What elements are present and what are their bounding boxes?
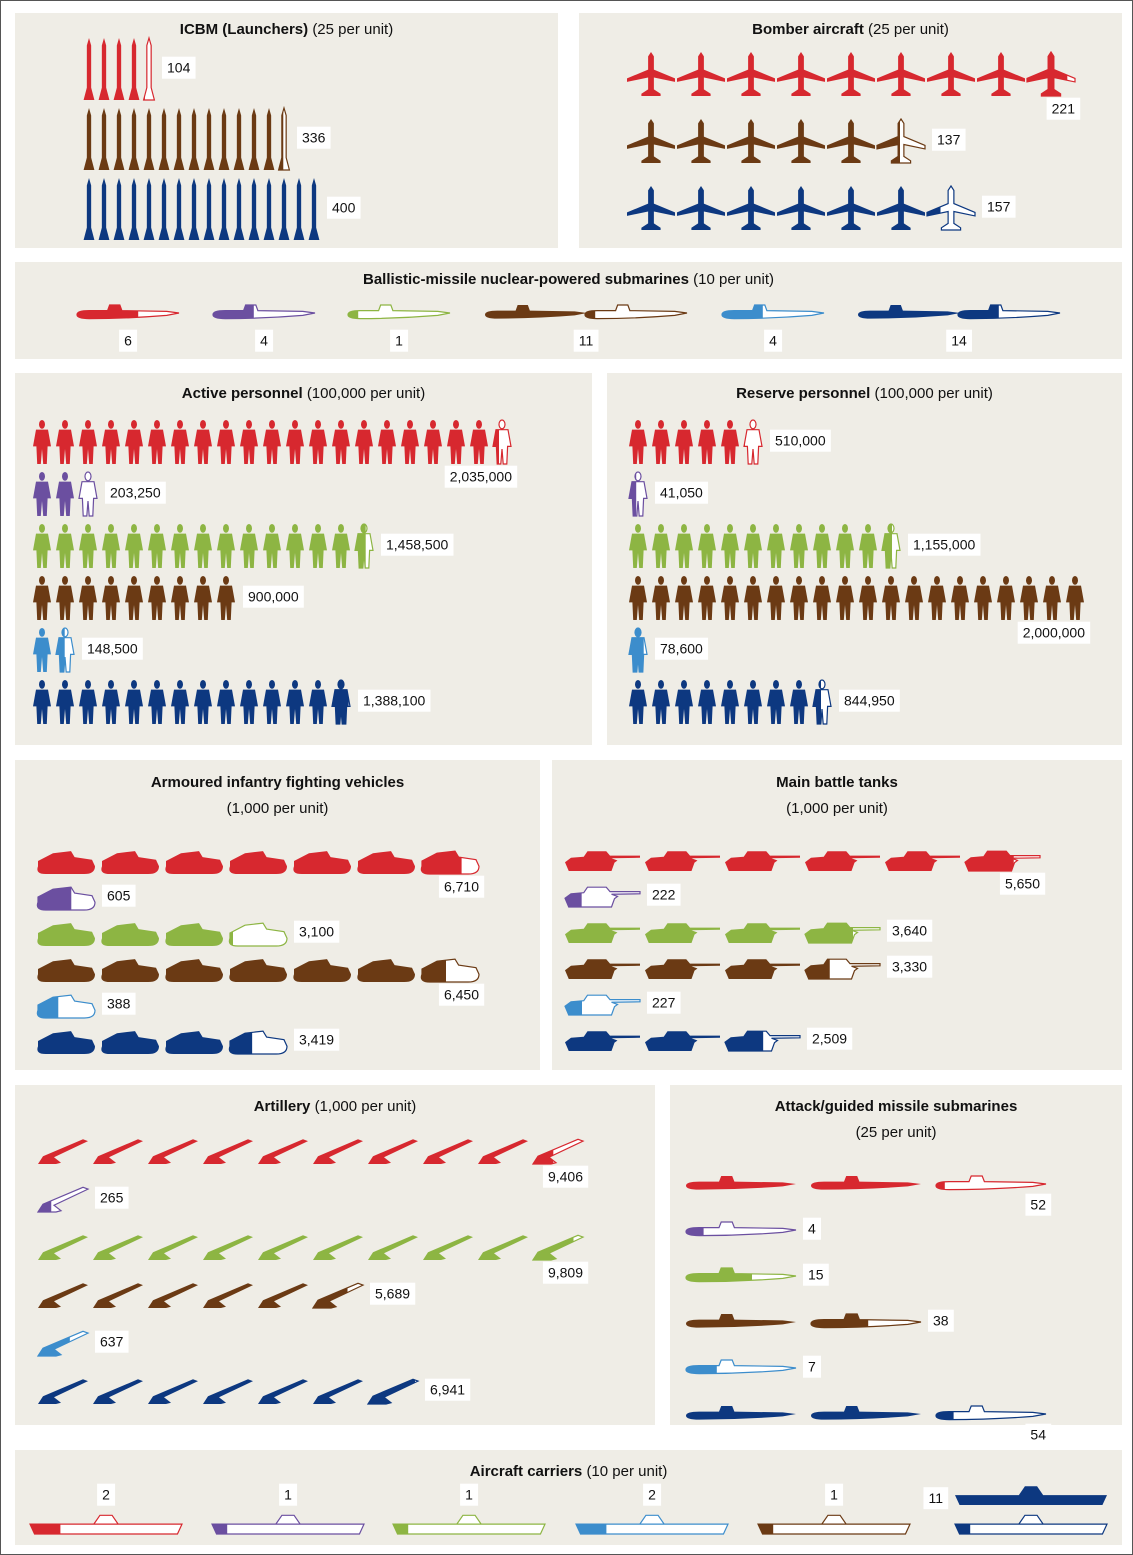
value-label: 6 (124, 333, 132, 349)
title-main: Active personnel (182, 385, 303, 402)
value-label: 1 (465, 1487, 473, 1503)
value-label: 1,155,000 (913, 537, 975, 553)
value-label: 3,330 (892, 959, 927, 975)
title-unit: (10 per unit) (586, 1463, 667, 1480)
title-main: Bomber aircraft (752, 21, 864, 38)
value-label: 227 (652, 995, 676, 1011)
value-label: 6,710 (444, 879, 479, 895)
title-main: ICBM (Launchers) (180, 21, 308, 38)
value-label: 2 (102, 1487, 110, 1503)
value-label: 4 (769, 333, 777, 349)
value-label: 2 (648, 1487, 656, 1503)
value-label: 844,950 (844, 693, 895, 709)
value-label: 388 (107, 996, 131, 1012)
panel-title: Attack/guided missile submarines (775, 1098, 1018, 1115)
title-unit: (10 per unit) (693, 271, 774, 288)
page: ICBM (Launchers) (25 per unit) 104 336 400 B… (0, 0, 1133, 1555)
value-label: 11 (928, 1490, 943, 1506)
value-label: 336 (302, 130, 326, 146)
value-label: 11 (579, 333, 594, 349)
panel-title: Armoured infantry fighting vehicles (151, 774, 404, 791)
value-label: 400 (332, 200, 356, 216)
title-main: Artillery (254, 1098, 311, 1115)
value-label: 52 (1030, 1197, 1046, 1213)
panel-subtitle: (1,000 per unit) (227, 800, 329, 817)
value-label: 38 (933, 1313, 949, 1329)
title-unit: (1,000 per unit) (315, 1098, 417, 1115)
value-label: 14 (951, 333, 967, 349)
value-label: 148,500 (87, 641, 138, 657)
title-unit: (100,000 per unit) (874, 385, 992, 402)
value-label: 4 (260, 333, 268, 349)
value-label: 7 (808, 1359, 816, 1375)
title-main: Ballistic-missile nuclear-powered submar… (363, 271, 689, 288)
value-label: 203,250 (110, 485, 161, 501)
title-main: Aircraft carriers (470, 1463, 583, 1480)
value-label: 54 (1030, 1427, 1046, 1443)
pictogram-row (565, 1031, 800, 1051)
panel-title: Active personnel (100,000 per unit) (182, 385, 425, 402)
panel-title: Main battle tanks (776, 774, 898, 791)
value-label: 9,809 (548, 1265, 583, 1281)
value-label: 221 (1052, 101, 1076, 117)
value-label: 4 (808, 1221, 816, 1237)
value-label: 6,941 (430, 1382, 465, 1398)
panel-title: Bomber aircraft (25 per unit) (752, 21, 949, 38)
title-unit: (100,000 per unit) (307, 385, 425, 402)
value-label: 104 (167, 60, 191, 76)
value-label: 137 (937, 132, 961, 148)
value-label: 157 (987, 199, 1011, 215)
infographic: ICBM (Launchers) (25 per unit) 104 336 400 B… (0, 0, 1133, 1555)
panel-title: Reserve personnel (100,000 per unit) (736, 385, 993, 402)
value-label: 5,689 (375, 1286, 410, 1302)
value-label: 900,000 (248, 589, 299, 605)
value-label: 1,388,100 (363, 693, 425, 709)
value-label: 15 (808, 1267, 824, 1283)
panel-title: ICBM (Launchers) (25 per unit) (180, 21, 393, 38)
panel-title: Aircraft carriers (10 per unit) (470, 1463, 668, 1480)
value-label: 2,000,000 (1023, 625, 1085, 641)
value-label: 265 (100, 1190, 124, 1206)
title-main: Reserve personnel (736, 385, 870, 402)
panel-subtitle: (25 per unit) (856, 1124, 937, 1141)
value-label: 41,050 (660, 485, 703, 501)
value-label: 637 (100, 1334, 124, 1350)
value-label: 3,419 (299, 1032, 334, 1048)
value-label: 1,458,500 (386, 537, 448, 553)
value-label: 3,100 (299, 924, 334, 940)
value-label: 1 (395, 333, 403, 349)
value-label: 2,509 (812, 1031, 847, 1047)
panel (15, 373, 592, 745)
value-label: 1 (284, 1487, 292, 1503)
panel-title: Artillery (1,000 per unit) (254, 1098, 417, 1115)
panel-title: Ballistic-missile nuclear-powered submar… (363, 271, 774, 288)
value-label: 510,000 (775, 433, 826, 449)
value-label: 6,450 (444, 987, 479, 1003)
value-label: 9,406 (548, 1169, 583, 1185)
title-unit: (25 per unit) (868, 21, 949, 38)
panel-subtitle: (1,000 per unit) (786, 800, 888, 817)
value-label: 222 (652, 887, 676, 903)
value-label: 3,640 (892, 923, 927, 939)
value-label: 78,600 (660, 641, 703, 657)
value-label: 5,650 (1005, 876, 1040, 892)
title-unit: (25 per unit) (312, 21, 393, 38)
value-label: 1 (830, 1487, 838, 1503)
value-label: 2,035,000 (450, 469, 512, 485)
value-label: 605 (107, 888, 131, 904)
